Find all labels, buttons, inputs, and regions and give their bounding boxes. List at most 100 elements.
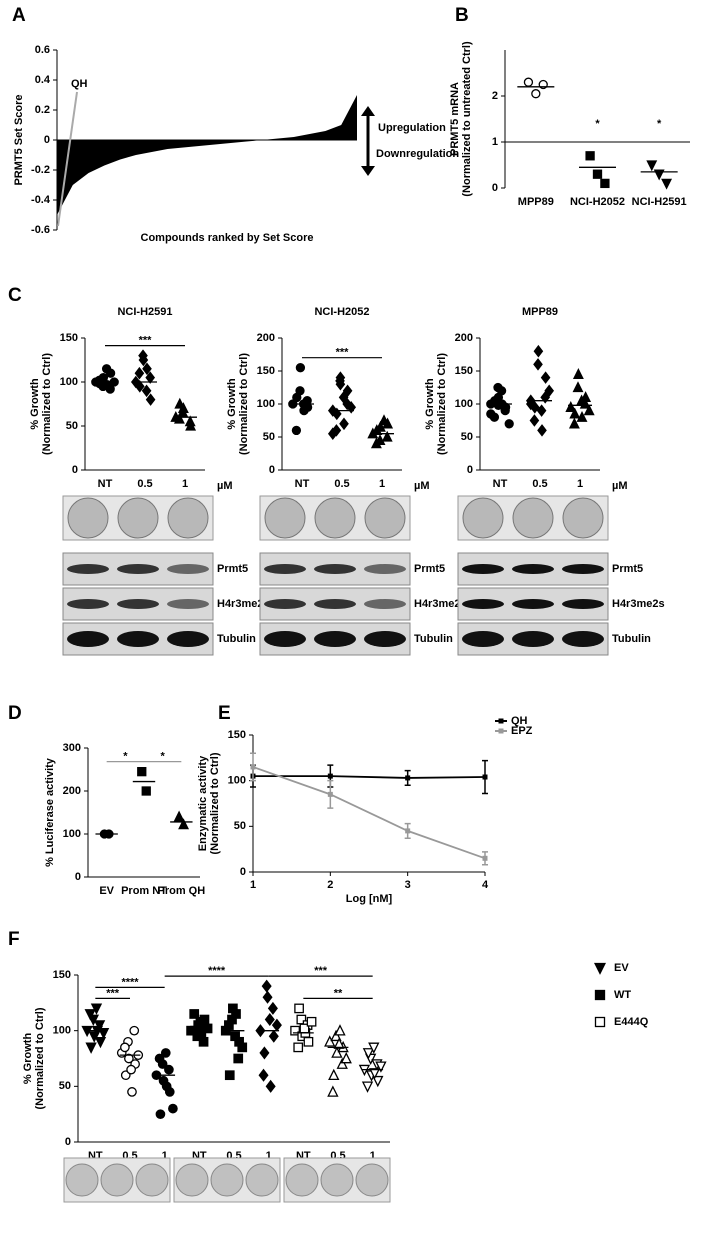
- legend-swatch: [498, 728, 504, 734]
- y-tick-label: 0: [44, 134, 50, 146]
- blot-band: [364, 631, 406, 647]
- legend-swatch: [498, 718, 504, 724]
- data-point: [261, 979, 272, 993]
- x-tick-label: Prom NT: [121, 885, 167, 897]
- data-point: [94, 375, 105, 385]
- y-tick-label: 150: [228, 729, 246, 741]
- blot-band: [117, 631, 159, 647]
- plate-well: [462, 497, 504, 539]
- x-tick-label: 0.5: [137, 478, 152, 490]
- plate-well: [285, 1163, 319, 1197]
- data-point: [164, 1064, 174, 1075]
- x-tick-label: 1: [162, 1150, 168, 1162]
- x-axis-label: Log [nM]: [346, 893, 393, 905]
- blot-band: [314, 564, 356, 574]
- x-tick-label: 1: [250, 879, 256, 891]
- data-point: [134, 380, 145, 393]
- legend-label: E444Q: [614, 1016, 649, 1028]
- y-tick-label: 150: [257, 365, 275, 377]
- data-point: [482, 774, 488, 780]
- data-point: [346, 401, 357, 414]
- y-tick-label: 200: [455, 332, 473, 344]
- data-point: [572, 381, 584, 393]
- y-axis-label: % Growth: [22, 1033, 34, 1085]
- data-point: [533, 344, 544, 358]
- legend-label: WT: [614, 989, 631, 1001]
- blot-band: [314, 599, 356, 609]
- data-point: [168, 1103, 178, 1114]
- data-point: [93, 1020, 106, 1032]
- data-point: [525, 397, 536, 411]
- unit-label: µM: [612, 480, 628, 492]
- significance: *: [595, 118, 600, 130]
- plate-well: [167, 497, 209, 539]
- plate-well: [175, 1163, 209, 1197]
- data-point: [361, 1081, 374, 1093]
- data-point: [405, 828, 411, 834]
- data-point: [138, 349, 148, 362]
- significance: ***: [314, 965, 328, 977]
- y-tick-label: 100: [257, 398, 275, 410]
- blot-band: [462, 564, 504, 574]
- significance: *: [123, 751, 128, 763]
- legend-label: QH: [511, 715, 528, 727]
- data-point: [378, 414, 390, 426]
- data-point: [184, 415, 196, 427]
- data-point: [295, 363, 306, 373]
- y-tick-label: 200: [63, 785, 81, 797]
- data-point: [493, 400, 504, 410]
- y-tick-label: 100: [53, 1025, 71, 1037]
- plate-well: [264, 497, 306, 539]
- y-tick-label: 150: [455, 365, 473, 377]
- data-point: [333, 1037, 345, 1049]
- data-point: [129, 1025, 140, 1036]
- blot-band: [562, 599, 604, 609]
- data-point: [141, 786, 151, 796]
- ranked-area: [57, 95, 357, 215]
- data-point: [142, 362, 152, 376]
- x-tick-label: NCI-H2052: [570, 196, 625, 208]
- data-point: [94, 1036, 107, 1049]
- x-tick-label: 1: [266, 1150, 272, 1162]
- blot-band: [167, 631, 209, 647]
- y-axis-label: (Normalized to untreated Ctrl): [461, 41, 473, 197]
- data-point: [335, 371, 346, 384]
- x-tick-label: 1: [182, 478, 188, 490]
- y-tick-label: 0: [75, 871, 81, 883]
- data-point: [174, 397, 186, 409]
- data-point: [523, 77, 534, 87]
- data-point: [327, 791, 333, 797]
- data-point: [533, 358, 543, 371]
- data-point: [134, 366, 145, 380]
- data-point: [126, 1064, 136, 1075]
- blot-band: [264, 564, 306, 574]
- y-tick-label: 50: [234, 820, 246, 832]
- annotation: Upregulation: [378, 122, 446, 134]
- data-point: [198, 1036, 209, 1047]
- blot-band: [364, 564, 406, 574]
- plate-well: [562, 497, 604, 539]
- data-point: [195, 1016, 206, 1027]
- data-point: [124, 1053, 134, 1064]
- data-point: [585, 151, 595, 161]
- blot-band: [364, 599, 406, 609]
- y-tick-label: 0: [269, 464, 275, 476]
- data-point: [84, 1009, 96, 1021]
- data-point: [120, 1042, 130, 1053]
- blot-band: [264, 631, 306, 647]
- significance: ***: [336, 347, 350, 359]
- data-point: [173, 810, 185, 822]
- x-tick-label: 1: [370, 1150, 376, 1162]
- data-point: [496, 386, 507, 396]
- plate-well: [135, 1163, 169, 1197]
- qh-pointer: [57, 91, 78, 227]
- data-point: [342, 384, 353, 398]
- data-point: [372, 1075, 384, 1088]
- y-tick-label: -0.2: [31, 164, 50, 176]
- blot-band: [117, 564, 159, 574]
- series-line: [253, 775, 486, 779]
- blot-label: Prmt5: [414, 563, 445, 575]
- panel-letter: D: [8, 703, 22, 724]
- plate-well: [100, 1163, 134, 1197]
- x-tick-label: 0.5: [334, 478, 349, 490]
